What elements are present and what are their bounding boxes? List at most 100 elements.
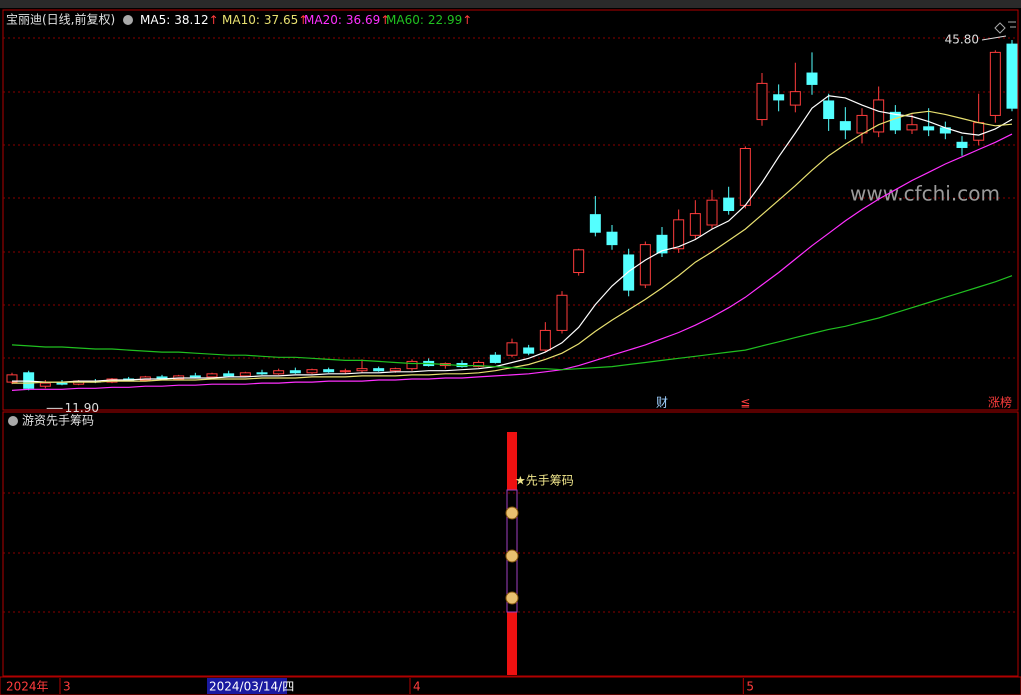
candle-body bbox=[356, 368, 368, 372]
candle-body bbox=[623, 254, 635, 291]
annotation: 涨榜 bbox=[988, 395, 1012, 410]
legend-entry: MA5: 38.12↑ bbox=[140, 13, 219, 27]
candle-body bbox=[389, 368, 401, 372]
candle-body bbox=[989, 51, 1001, 116]
x-tick-label: 4 bbox=[413, 680, 421, 694]
signal-bar bbox=[507, 432, 517, 490]
candle-body bbox=[273, 370, 285, 375]
candle-body bbox=[406, 360, 418, 370]
ma-line bbox=[11, 275, 1013, 371]
candle-body bbox=[489, 354, 501, 363]
candle-body bbox=[6, 374, 18, 383]
candle-body bbox=[956, 141, 968, 148]
legend-name: MA20 bbox=[304, 13, 338, 27]
candle-body bbox=[739, 148, 751, 206]
legend-name: MA5 bbox=[140, 13, 166, 27]
watermark: www.cfchi.com bbox=[850, 182, 1000, 206]
signal-label: ★先手筹码 bbox=[515, 474, 574, 488]
candle-body bbox=[323, 369, 335, 373]
candle-body bbox=[239, 372, 251, 377]
candle-body bbox=[873, 99, 885, 133]
candle-body bbox=[56, 382, 68, 385]
date-bar bbox=[0, 676, 1021, 695]
candle-body bbox=[689, 213, 701, 236]
legend-value: 37.65 bbox=[264, 13, 298, 27]
candle-body bbox=[223, 373, 235, 377]
toolbar-icon[interactable] bbox=[994, 22, 1006, 34]
candle-body bbox=[789, 91, 801, 106]
candle-body bbox=[189, 375, 201, 378]
toolbar-icon[interactable] bbox=[1008, 21, 1016, 28]
candle-body bbox=[289, 370, 301, 374]
grid bbox=[3, 37, 1018, 613]
legend-entry: MA20: 36.69↑ bbox=[304, 13, 390, 27]
legend-separator: : bbox=[420, 13, 424, 27]
candle-body bbox=[473, 361, 485, 368]
legend-separator: : bbox=[256, 13, 260, 27]
candle-body bbox=[589, 214, 601, 233]
ma-line bbox=[11, 133, 1013, 391]
candle-body bbox=[506, 342, 518, 356]
indicator-title: 游资先手筹码 bbox=[22, 414, 94, 428]
indicator-icon[interactable] bbox=[8, 416, 18, 426]
candle-body bbox=[773, 94, 785, 101]
candle-body bbox=[973, 122, 985, 141]
coin-icon bbox=[505, 549, 519, 563]
candle-body bbox=[556, 294, 568, 331]
candle-body bbox=[206, 373, 218, 378]
candle-body bbox=[573, 249, 585, 274]
legend-entry: MA10: 37.65↑ bbox=[222, 13, 308, 27]
candle-body bbox=[523, 347, 535, 354]
x-tick-label: 5 bbox=[746, 680, 754, 694]
chart-title: 宝丽迪(日线,前复权) bbox=[6, 12, 115, 27]
candle-body bbox=[706, 199, 718, 226]
legend-separator: : bbox=[338, 13, 342, 27]
legend-arrow: ↑ bbox=[380, 13, 390, 27]
legend-value: 22.99 bbox=[428, 13, 462, 27]
candle-body bbox=[639, 244, 651, 286]
legend-name: MA60 bbox=[386, 13, 420, 27]
legend-value: 36.69 bbox=[346, 13, 380, 27]
candle-body bbox=[339, 370, 351, 373]
signal-bar bbox=[507, 612, 517, 675]
x-axis-year: 2024年 bbox=[6, 680, 49, 694]
candle-body bbox=[889, 111, 901, 131]
candle-body bbox=[539, 329, 551, 351]
ma-line bbox=[12, 95, 1013, 383]
legend-arrow: ↑ bbox=[298, 13, 308, 27]
coin-icon bbox=[505, 591, 519, 605]
candle-body bbox=[806, 72, 818, 85]
main-panel-frame bbox=[2, 9, 1019, 411]
menu-strip bbox=[0, 0, 1021, 8]
legend-entry: MA60: 22.99↑ bbox=[386, 13, 472, 27]
cursor-date-box bbox=[207, 678, 287, 694]
candle-body bbox=[373, 368, 385, 372]
candle-body bbox=[923, 126, 935, 131]
x-tick-label: 3 bbox=[63, 680, 71, 694]
legend-separator: : bbox=[166, 13, 170, 27]
legend-arrow: ↑ bbox=[462, 13, 472, 27]
candle-body bbox=[1006, 43, 1018, 109]
candle-body bbox=[723, 197, 735, 212]
candle-body bbox=[673, 219, 685, 250]
settings-icon[interactable] bbox=[123, 15, 133, 25]
candle-body bbox=[656, 234, 668, 254]
legend-name: MA10 bbox=[222, 13, 256, 27]
candle-body bbox=[606, 231, 618, 246]
cursor-date: 2024/03/14/四 bbox=[209, 680, 294, 694]
max-label: 45.80 bbox=[945, 32, 979, 46]
signal-frame bbox=[506, 489, 518, 613]
candle-body bbox=[823, 100, 835, 120]
candle-body bbox=[756, 82, 768, 121]
min-label: 11.90 bbox=[65, 401, 99, 415]
coin-icon bbox=[505, 506, 519, 520]
annotation: 财 bbox=[656, 396, 668, 410]
max-pointer bbox=[981, 35, 1007, 41]
legend-value: 38.12 bbox=[174, 13, 208, 27]
annotation: ≦ bbox=[740, 396, 750, 410]
legend-arrow: ↑ bbox=[209, 13, 219, 27]
candle-body bbox=[306, 369, 318, 374]
candle-body bbox=[256, 372, 268, 375]
